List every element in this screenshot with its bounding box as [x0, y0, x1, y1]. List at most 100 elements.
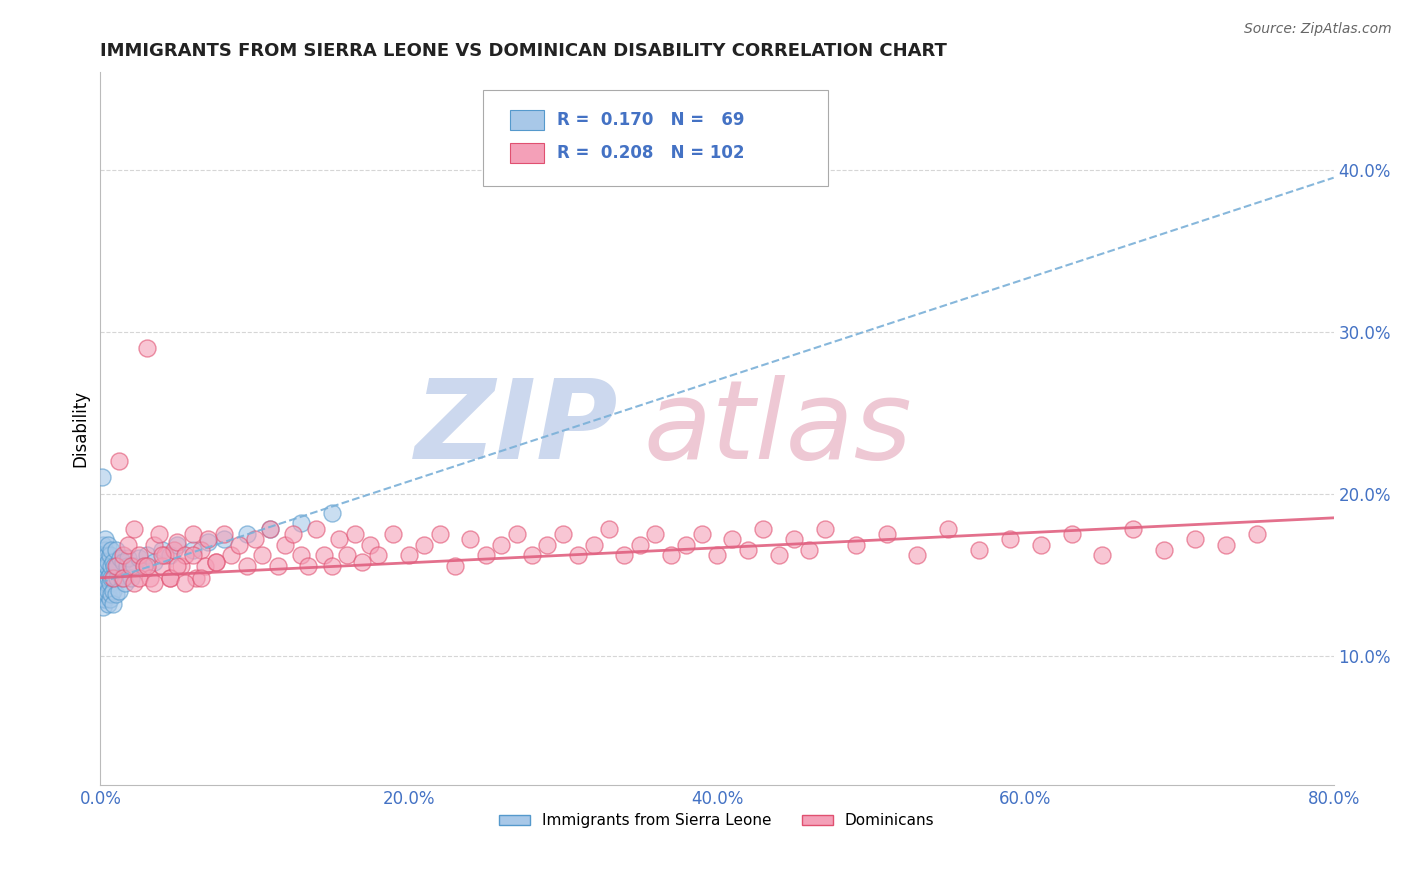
Point — [429, 527, 451, 541]
Bar — [510, 143, 544, 163]
Point — [460, 532, 482, 546]
Point — [159, 548, 181, 562]
Point — [96, 575, 118, 590]
Point — [97, 597, 120, 611]
Point — [96, 559, 118, 574]
Point — [1029, 538, 1052, 552]
Point — [166, 559, 188, 574]
Point — [98, 591, 121, 606]
Point — [1060, 527, 1083, 541]
Point — [94, 532, 117, 546]
Point — [122, 575, 145, 590]
Point — [169, 559, 191, 574]
Point — [312, 548, 335, 562]
Point — [101, 555, 124, 569]
Point — [675, 538, 697, 552]
Point — [105, 571, 128, 585]
Point — [135, 548, 157, 562]
Point — [184, 571, 207, 585]
Point — [104, 559, 127, 574]
Point — [336, 548, 359, 562]
Point — [128, 571, 150, 585]
Point — [1122, 522, 1144, 536]
Point — [101, 571, 124, 585]
Point — [103, 559, 125, 574]
Point — [98, 567, 121, 582]
Point — [112, 548, 135, 562]
Point — [114, 575, 136, 590]
Point — [505, 527, 527, 541]
Point — [150, 548, 173, 562]
Point — [259, 522, 281, 536]
Point — [100, 543, 122, 558]
Point — [159, 571, 181, 585]
Point — [112, 555, 135, 569]
Point — [281, 527, 304, 541]
Point — [628, 538, 651, 552]
Point — [150, 559, 173, 574]
Point — [100, 559, 122, 574]
Point — [100, 587, 122, 601]
Point — [236, 527, 259, 541]
Point — [582, 538, 605, 552]
Point — [352, 555, 374, 569]
Legend: Immigrants from Sierra Leone, Dominicans: Immigrants from Sierra Leone, Dominicans — [494, 807, 941, 835]
Point — [382, 527, 405, 541]
Text: R =  0.170   N =   69: R = 0.170 N = 69 — [557, 112, 744, 129]
Point — [94, 575, 117, 590]
Point — [100, 571, 122, 585]
Point — [243, 532, 266, 546]
Point — [845, 538, 868, 552]
Point — [132, 559, 155, 574]
Point — [94, 583, 117, 598]
Point — [212, 527, 235, 541]
Point — [551, 527, 574, 541]
Point — [1153, 543, 1175, 558]
Point — [101, 583, 124, 598]
Point — [876, 527, 898, 541]
Point — [905, 548, 928, 562]
Point — [135, 341, 157, 355]
Point — [117, 538, 139, 552]
Point — [104, 587, 127, 601]
Point — [94, 543, 117, 558]
Point — [97, 571, 120, 585]
Point — [181, 543, 204, 558]
Point — [90, 587, 112, 601]
Point — [96, 548, 118, 562]
Point — [163, 543, 186, 558]
Point — [1184, 532, 1206, 546]
Point — [181, 527, 204, 541]
Point — [166, 535, 188, 549]
Point — [101, 597, 124, 611]
Point — [122, 522, 145, 536]
Point — [489, 538, 512, 552]
Point — [321, 506, 343, 520]
Point — [132, 559, 155, 574]
Point — [138, 571, 160, 585]
Point — [197, 532, 219, 546]
Point — [520, 548, 543, 562]
Point — [128, 548, 150, 562]
Point — [112, 571, 135, 585]
Point — [814, 522, 837, 536]
Point — [236, 559, 259, 574]
Point — [108, 583, 131, 598]
Point — [737, 543, 759, 558]
Point — [122, 559, 145, 574]
Point — [93, 538, 115, 552]
Point — [166, 538, 188, 552]
Point — [93, 581, 115, 595]
Point — [90, 564, 112, 578]
Point — [1091, 548, 1114, 562]
Point — [98, 575, 121, 590]
Point — [752, 522, 775, 536]
Point — [343, 527, 366, 541]
Point — [108, 454, 131, 468]
Point — [96, 587, 118, 601]
Point — [93, 559, 115, 574]
Point — [290, 548, 312, 562]
Point — [98, 548, 121, 562]
Point — [328, 532, 350, 546]
Point — [94, 571, 117, 585]
